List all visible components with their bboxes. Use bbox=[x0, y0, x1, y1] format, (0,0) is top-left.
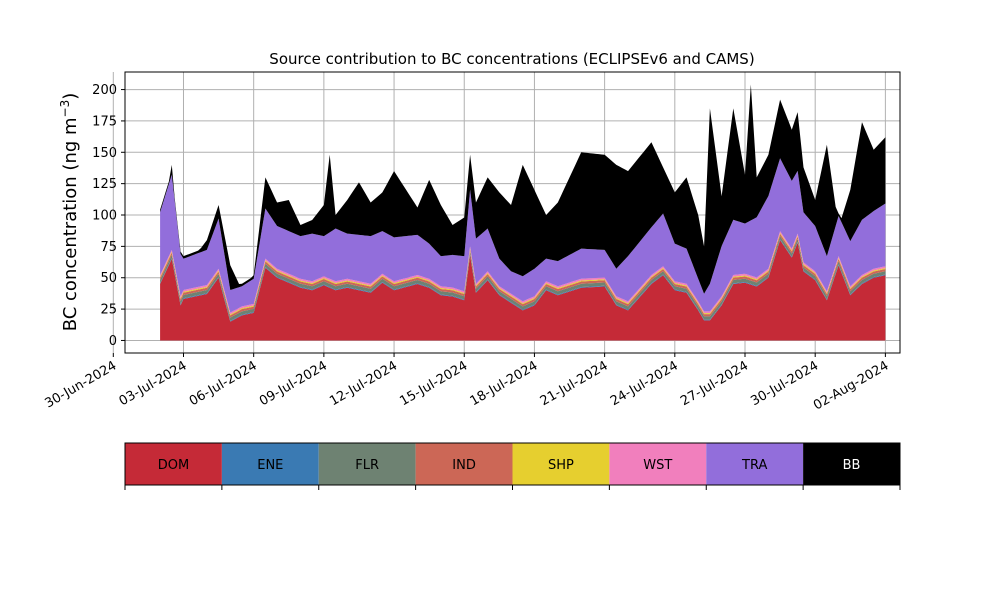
legend-swatch-tra bbox=[706, 443, 804, 485]
x-tick-label: 03-Jul-2024 bbox=[117, 358, 190, 409]
legend-label-ene: ENE bbox=[257, 458, 283, 473]
y-tick-label: 100 bbox=[92, 209, 117, 224]
y-axis-label-close: ) bbox=[60, 93, 81, 100]
area-tra bbox=[160, 158, 886, 313]
legend-label-tra: TRA bbox=[741, 458, 767, 473]
x-tick-label: 02-Aug-2024 bbox=[811, 358, 891, 413]
legend-label-ind: IND bbox=[452, 458, 476, 473]
x-axis-ticks: 30-Jun-202403-Jul-202406-Jul-202409-Jul-… bbox=[42, 353, 891, 414]
chart-title: Source contribution to BC concentrations… bbox=[269, 50, 754, 68]
y-axis-ticks: 0 25 50 75 100 125 150 175 200 bbox=[92, 83, 125, 349]
legend-label-bb: BB bbox=[843, 458, 861, 473]
legend-label-dom: DOM bbox=[158, 458, 189, 473]
y-tick-label: 0 bbox=[109, 334, 117, 349]
y-axis-label-superscript: −3 bbox=[58, 100, 72, 118]
x-tick-label: 30-Jun-2024 bbox=[42, 358, 119, 411]
y-tick-label: 125 bbox=[92, 177, 117, 192]
y-tick-label: 25 bbox=[100, 303, 117, 318]
y-axis-label-main: BC concentration (ng m bbox=[60, 117, 81, 331]
x-tick-label: 18-Jul-2024 bbox=[468, 358, 541, 409]
y-axis-label: BC concentration (ng m−3) bbox=[58, 93, 81, 332]
legend-swatch-dom bbox=[125, 443, 222, 485]
area-bb bbox=[160, 84, 886, 294]
legend-swatch-ind bbox=[415, 443, 513, 485]
y-tick-label: 75 bbox=[100, 240, 117, 255]
y-tick-label: 175 bbox=[92, 114, 117, 129]
legend-swatch-bb bbox=[803, 443, 900, 485]
x-tick-label: 15-Jul-2024 bbox=[397, 358, 470, 409]
y-tick-label: 150 bbox=[92, 146, 117, 161]
x-tick-label: 09-Jul-2024 bbox=[257, 358, 330, 409]
area-dom bbox=[160, 240, 886, 341]
plot-frame bbox=[124, 71, 901, 354]
x-tick-label: 12-Jul-2024 bbox=[327, 358, 400, 409]
legend-colorbar: DOM ENE FLR IND SHP WST TRA BB bbox=[124, 442, 901, 490]
y-tick-label: 50 bbox=[100, 271, 117, 286]
legend-swatch-ene bbox=[221, 443, 319, 485]
legend-swatch-flr bbox=[318, 443, 416, 485]
x-tick-label: 30-Jul-2024 bbox=[748, 358, 821, 409]
x-tick-label: 24-Jul-2024 bbox=[608, 358, 681, 409]
x-tick-label: 21-Jul-2024 bbox=[538, 358, 611, 409]
x-tick-label: 27-Jul-2024 bbox=[678, 358, 751, 409]
stacked-areas bbox=[160, 84, 886, 341]
legend-label-wst: WST bbox=[643, 458, 672, 473]
y-tick-label: 200 bbox=[92, 83, 117, 98]
legend-label-shp: SHP bbox=[548, 458, 574, 473]
legend-label-flr: FLR bbox=[355, 458, 379, 473]
x-tick-label: 06-Jul-2024 bbox=[187, 358, 260, 409]
legend-swatch-shp bbox=[512, 443, 610, 485]
legend-swatch-wst bbox=[609, 443, 707, 485]
